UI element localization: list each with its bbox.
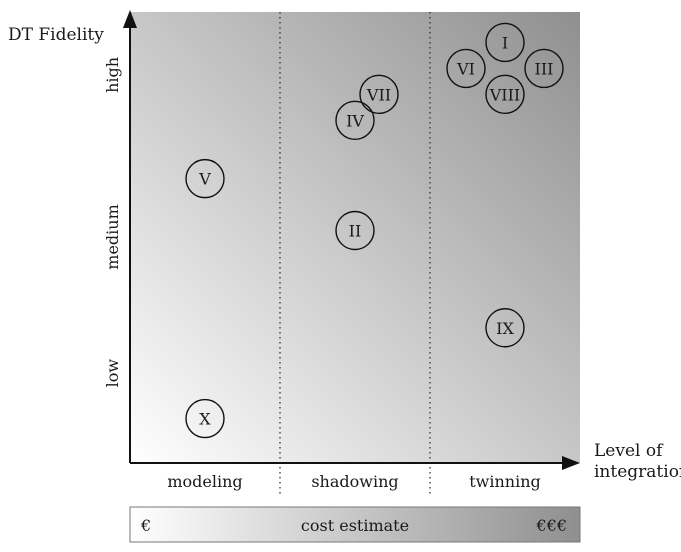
point-V: V: [185, 158, 225, 199]
point-label: II: [349, 222, 362, 241]
cost-low-label: €: [140, 516, 151, 535]
x-tick-shadowing: shadowing: [311, 472, 398, 491]
point-circle: [446, 48, 486, 89]
point-label: X: [199, 410, 211, 429]
point-IX: IX: [485, 308, 525, 348]
x-tick-modeling: modeling: [167, 472, 242, 491]
cost-high-label: €€€: [535, 516, 567, 535]
y-axis-title: DT Fidelity: [8, 25, 104, 45]
column-dividers: [279, 12, 431, 497]
cost-estimate-label: cost estimate: [301, 516, 409, 535]
point-X: X: [185, 398, 225, 439]
point-circle: [485, 22, 525, 63]
point-circle: [185, 158, 225, 199]
point-label: III: [535, 59, 554, 78]
x-axis-title: Level of integration: [594, 441, 681, 482]
point-I: I: [485, 22, 525, 63]
point-circle: [335, 210, 375, 251]
y-tick-high: high: [103, 57, 122, 93]
point-circle: [185, 398, 225, 439]
y-tick-labels: low medium high: [103, 57, 122, 387]
point-label: IX: [496, 319, 514, 338]
y-tick-low: low: [103, 359, 122, 388]
x-axis-arrow: [562, 456, 580, 470]
plot-area: [130, 12, 580, 463]
x-tick-twinning: twinning: [469, 472, 541, 491]
point-VI: VI: [446, 48, 486, 89]
point-label: VI: [456, 59, 475, 78]
point-III: III: [524, 48, 564, 89]
point-circle: [485, 74, 525, 115]
y-axis-arrow: [123, 10, 137, 28]
point-VIII: VIII: [485, 74, 525, 115]
y-tick-medium: medium: [103, 204, 122, 269]
point-label: VIII: [489, 85, 521, 104]
cost-estimate-bar: [129, 506, 581, 543]
point-label: IV: [346, 111, 364, 130]
point-IV: IV: [335, 100, 375, 140]
point-label: I: [502, 33, 508, 52]
x-tick-labels: modeling shadowing twinning: [167, 472, 540, 491]
point-circle: [485, 308, 525, 348]
point-label: VII: [366, 85, 391, 104]
point-circle: [335, 100, 375, 140]
point-circle: [359, 74, 399, 115]
point-II: II: [335, 210, 375, 251]
point-label: V: [198, 170, 211, 189]
point-VII: VII: [359, 74, 399, 115]
point-circle: [524, 48, 564, 89]
